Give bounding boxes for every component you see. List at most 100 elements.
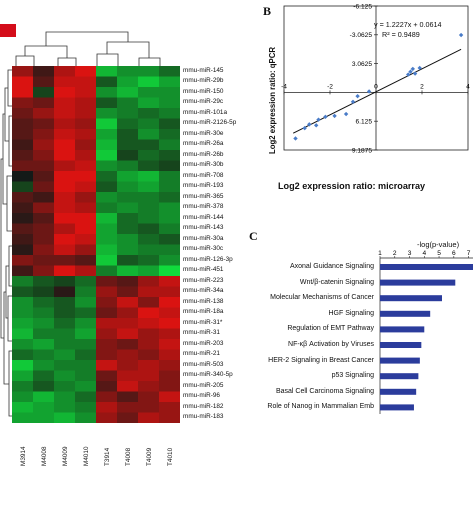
heatmap-cell — [159, 339, 180, 350]
gene-label: mmu-miR-150 — [183, 87, 224, 95]
heatmap-cell — [96, 118, 118, 130]
heatmap-cell — [12, 171, 34, 182]
gene-label: mmu-miR-30c — [183, 245, 224, 253]
heatmap-cell — [159, 381, 180, 392]
heatmap-cell — [75, 402, 97, 413]
heatmap-cell — [12, 108, 34, 119]
heatmap-cell — [96, 87, 118, 98]
gene-label: mmu-miR-365 — [183, 192, 224, 200]
heatmap-cell — [159, 150, 180, 161]
gene-label: mmu-miR-708 — [183, 171, 224, 179]
sample-label: M4008 — [40, 446, 48, 466]
heatmap-cell — [138, 213, 160, 224]
heatmap-cell — [75, 360, 97, 371]
heatmap-cell — [117, 213, 139, 224]
heatmap-cell — [33, 223, 55, 235]
heatmap-cell — [54, 339, 76, 350]
heatmap-cell — [33, 160, 55, 172]
bar — [380, 342, 422, 348]
heatmap-cell — [54, 202, 76, 214]
bar-category-label: Regulation of EMT Pathway — [287, 325, 374, 333]
gene-label: mmu-miR-138 — [183, 297, 224, 305]
heatmap-cell — [54, 129, 76, 140]
heatmap-cell — [159, 108, 180, 119]
heatmap-cell — [117, 129, 139, 140]
heatmap-cell — [117, 381, 139, 392]
heatmap-cell — [54, 181, 76, 193]
y-tick-label: -6.125 — [353, 3, 372, 10]
heatmap-cell — [54, 139, 76, 151]
heatmap-cell — [12, 181, 34, 193]
heatmap-cell — [75, 412, 97, 423]
heatmap-cell — [96, 349, 118, 361]
heatmap-cell — [159, 181, 180, 193]
scatter-point — [458, 32, 464, 38]
column-dendrogram — [15, 31, 161, 66]
heatmap-cell — [54, 349, 76, 361]
gene-labels: mmu-miR-145 mmu-miR-29b mmu-miR-150 mmu-miR… — [183, 66, 236, 423]
heatmap-cell — [12, 265, 34, 277]
scatter-point — [293, 136, 298, 141]
bar-tick-label: 3 — [408, 250, 412, 257]
heatmap-cell — [54, 412, 76, 423]
heatmap-cell — [54, 213, 76, 224]
bar — [380, 357, 420, 364]
gene-label: mmu-miR-205 — [183, 381, 224, 389]
panel-b-letter: B — [263, 4, 272, 18]
bar-category-label: Wnt/β-catenin Signaling — [299, 278, 374, 286]
heatmap-cell — [12, 202, 34, 214]
heatmap-cell — [138, 370, 160, 382]
panel-c-letter: C — [249, 229, 258, 243]
heatmap-cell — [75, 213, 97, 224]
heatmap-cell — [54, 391, 76, 403]
heatmap-cell — [12, 66, 34, 77]
bar-tick-label: 6 — [452, 250, 456, 257]
heatmap-cell — [96, 223, 118, 235]
heatmap-cell — [117, 244, 139, 256]
heatmap-cell — [12, 244, 34, 256]
heatmap-cell — [138, 391, 160, 403]
heatmap-cell — [75, 307, 97, 319]
heatmap-cell — [54, 192, 76, 203]
heatmap-cell — [54, 276, 76, 287]
heatmap-cell — [117, 192, 139, 203]
gene-label: mmu-miR-96 — [183, 392, 220, 400]
sample-labels: M3914 M4008 M4009 M4010 T3914 T4008 T4009 T4010 — [12, 446, 180, 516]
heatmap-cell — [54, 297, 76, 308]
heatmap-cell — [138, 192, 160, 203]
heatmap-cell — [96, 76, 118, 88]
heatmap-cell — [117, 139, 139, 151]
heatmap-cell — [117, 297, 139, 308]
heatmap-cell — [12, 139, 34, 151]
heatmap-cell — [117, 234, 139, 245]
heatmap-cell — [138, 181, 160, 193]
heatmap-cell — [117, 265, 139, 277]
heatmap-cell — [54, 307, 76, 319]
heatmap-cell — [75, 276, 97, 287]
heatmap-cell — [159, 391, 180, 403]
heatmap-cell — [159, 370, 180, 382]
heatmap-cell — [75, 349, 97, 361]
heatmap-cell — [54, 402, 76, 413]
heatmap-cell — [138, 307, 160, 319]
sample-label: T4008 — [124, 447, 132, 466]
heatmap-cell — [117, 360, 139, 371]
heatmap-cell — [96, 370, 118, 382]
heatmap-cell — [33, 391, 55, 403]
heatmap-cell — [33, 108, 55, 119]
heatmap-cell — [159, 255, 180, 266]
heatmap-cell — [33, 150, 55, 161]
gene-label: mmu-miR-378 — [183, 203, 224, 211]
heatmap-cell — [75, 129, 97, 140]
heatmap-cell — [117, 160, 139, 172]
heatmap-cell — [12, 76, 34, 88]
r2-label: R² = 0.9489 — [382, 30, 420, 39]
gene-label: mmu-miR-26b — [183, 150, 224, 158]
heatmap-cell — [117, 66, 139, 77]
scatter-point — [316, 117, 321, 122]
x-tick-label: 4 — [466, 83, 470, 90]
heatmap-cell — [54, 171, 76, 182]
bar — [380, 310, 431, 317]
heatmap-cell — [33, 381, 55, 392]
heatmap-cell — [75, 286, 97, 298]
